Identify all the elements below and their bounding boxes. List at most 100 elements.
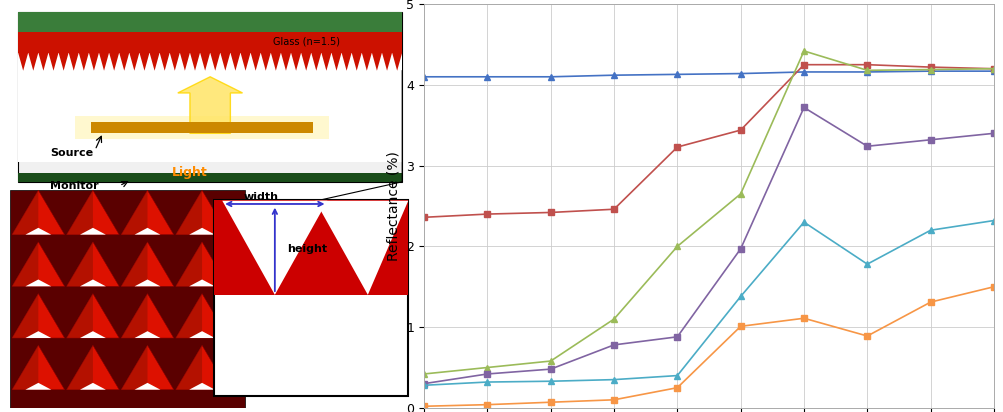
- Line: height=500nm: height=500nm: [421, 284, 996, 409]
- Polygon shape: [12, 294, 38, 338]
- Polygon shape: [25, 228, 51, 235]
- height=400nm: [417, 383, 429, 388]
- Bar: [18, 33, 402, 53]
- Line: without pattern: without pattern: [421, 68, 996, 80]
- without pattern: [861, 70, 873, 75]
- Polygon shape: [78, 53, 89, 71]
- Polygon shape: [134, 331, 160, 338]
- Polygon shape: [149, 53, 159, 71]
- Polygon shape: [381, 53, 392, 71]
- Polygon shape: [189, 279, 215, 286]
- height=400nm: [734, 294, 746, 299]
- Text: Monitor: Monitor: [50, 181, 99, 191]
- Polygon shape: [341, 53, 351, 71]
- Text: height: height: [287, 244, 327, 255]
- height=100nm: [987, 66, 999, 71]
- height=300nm: [480, 372, 492, 377]
- height=500nm: [797, 316, 809, 321]
- height=100nm: [924, 65, 936, 70]
- Polygon shape: [311, 53, 321, 71]
- Polygon shape: [189, 383, 215, 390]
- Polygon shape: [134, 383, 160, 390]
- Polygon shape: [190, 53, 200, 71]
- height=400nm: [861, 262, 873, 267]
- Polygon shape: [66, 190, 119, 235]
- Polygon shape: [121, 294, 174, 338]
- height=100nm: [608, 207, 620, 212]
- Polygon shape: [66, 345, 93, 390]
- height=100nm: [545, 210, 557, 215]
- height=100nm: [734, 128, 746, 133]
- Text: Glass (n=1.5): Glass (n=1.5): [273, 37, 339, 47]
- Polygon shape: [121, 345, 147, 390]
- Polygon shape: [392, 53, 402, 71]
- height=100nm: [797, 62, 809, 67]
- height=100nm: [480, 212, 492, 217]
- Polygon shape: [80, 383, 105, 390]
- Polygon shape: [18, 53, 28, 71]
- Polygon shape: [176, 242, 228, 286]
- Polygon shape: [291, 53, 301, 71]
- Line: height=400nm: height=400nm: [421, 218, 996, 388]
- Bar: [18, 12, 402, 33]
- Polygon shape: [25, 331, 51, 338]
- Polygon shape: [189, 228, 215, 235]
- height=300nm: [545, 367, 557, 372]
- Polygon shape: [66, 242, 119, 286]
- Polygon shape: [281, 53, 291, 71]
- Polygon shape: [89, 53, 99, 71]
- height=300nm: [924, 137, 936, 142]
- height=300nm: [861, 144, 873, 149]
- Line: height=100nm: height=100nm: [421, 62, 996, 220]
- Polygon shape: [189, 331, 215, 338]
- height=300nm: [608, 342, 620, 347]
- Polygon shape: [134, 228, 160, 235]
- Polygon shape: [176, 294, 202, 338]
- height=500nm: [417, 404, 429, 409]
- Polygon shape: [66, 294, 93, 338]
- height=200nm: [861, 68, 873, 73]
- Polygon shape: [200, 53, 210, 71]
- Polygon shape: [25, 383, 51, 390]
- Polygon shape: [12, 345, 64, 390]
- Polygon shape: [109, 53, 119, 71]
- Polygon shape: [121, 190, 174, 235]
- without pattern: [987, 69, 999, 74]
- Polygon shape: [176, 294, 228, 338]
- Bar: [214, 200, 408, 295]
- Bar: [91, 122, 313, 133]
- height=300nm: [734, 246, 746, 251]
- Polygon shape: [121, 242, 174, 286]
- Line: height=200nm: height=200nm: [421, 48, 996, 377]
- without pattern: [734, 71, 746, 76]
- Polygon shape: [321, 53, 331, 71]
- height=300nm: [797, 105, 809, 110]
- Bar: [18, 12, 402, 182]
- height=200nm: [608, 316, 620, 321]
- height=100nm: [417, 215, 429, 220]
- height=300nm: [671, 335, 683, 339]
- Bar: [18, 173, 402, 182]
- Polygon shape: [12, 345, 38, 390]
- height=300nm: [987, 131, 999, 136]
- Polygon shape: [220, 53, 230, 71]
- Polygon shape: [139, 53, 149, 71]
- height=400nm: [671, 373, 683, 378]
- Polygon shape: [28, 53, 38, 71]
- Polygon shape: [12, 242, 38, 286]
- height=200nm: [671, 244, 683, 249]
- Polygon shape: [159, 53, 170, 71]
- Polygon shape: [12, 190, 64, 235]
- height=500nm: [480, 402, 492, 407]
- height=500nm: [924, 300, 936, 304]
- height=200nm: [480, 365, 492, 370]
- height=200nm: [924, 67, 936, 72]
- height=500nm: [545, 400, 557, 405]
- Text: Light: Light: [172, 166, 208, 179]
- height=200nm: [545, 358, 557, 363]
- height=500nm: [987, 284, 999, 289]
- without pattern: [480, 74, 492, 79]
- height=200nm: [734, 192, 746, 197]
- Polygon shape: [99, 53, 109, 71]
- Bar: [18, 53, 402, 162]
